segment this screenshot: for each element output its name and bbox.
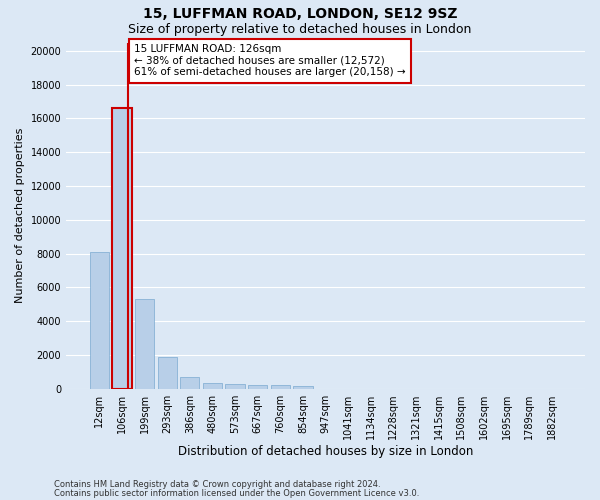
Bar — [226, 384, 245, 388]
Bar — [90, 252, 109, 388]
Bar — [135, 299, 154, 388]
Bar — [293, 386, 313, 388]
Y-axis label: Number of detached properties: Number of detached properties — [15, 128, 25, 303]
Bar — [271, 385, 290, 388]
Bar — [248, 385, 268, 388]
Bar — [180, 377, 199, 388]
Text: Size of property relative to detached houses in London: Size of property relative to detached ho… — [128, 22, 472, 36]
Text: 15, LUFFMAN ROAD, LONDON, SE12 9SZ: 15, LUFFMAN ROAD, LONDON, SE12 9SZ — [143, 8, 457, 22]
Bar — [203, 382, 222, 388]
Text: Contains HM Land Registry data © Crown copyright and database right 2024.: Contains HM Land Registry data © Crown c… — [54, 480, 380, 489]
Bar — [112, 108, 131, 388]
Bar — [158, 358, 177, 388]
X-axis label: Distribution of detached houses by size in London: Distribution of detached houses by size … — [178, 444, 473, 458]
Text: 15 LUFFMAN ROAD: 126sqm
← 38% of detached houses are smaller (12,572)
61% of sem: 15 LUFFMAN ROAD: 126sqm ← 38% of detache… — [134, 44, 406, 78]
Text: Contains public sector information licensed under the Open Government Licence v3: Contains public sector information licen… — [54, 488, 419, 498]
